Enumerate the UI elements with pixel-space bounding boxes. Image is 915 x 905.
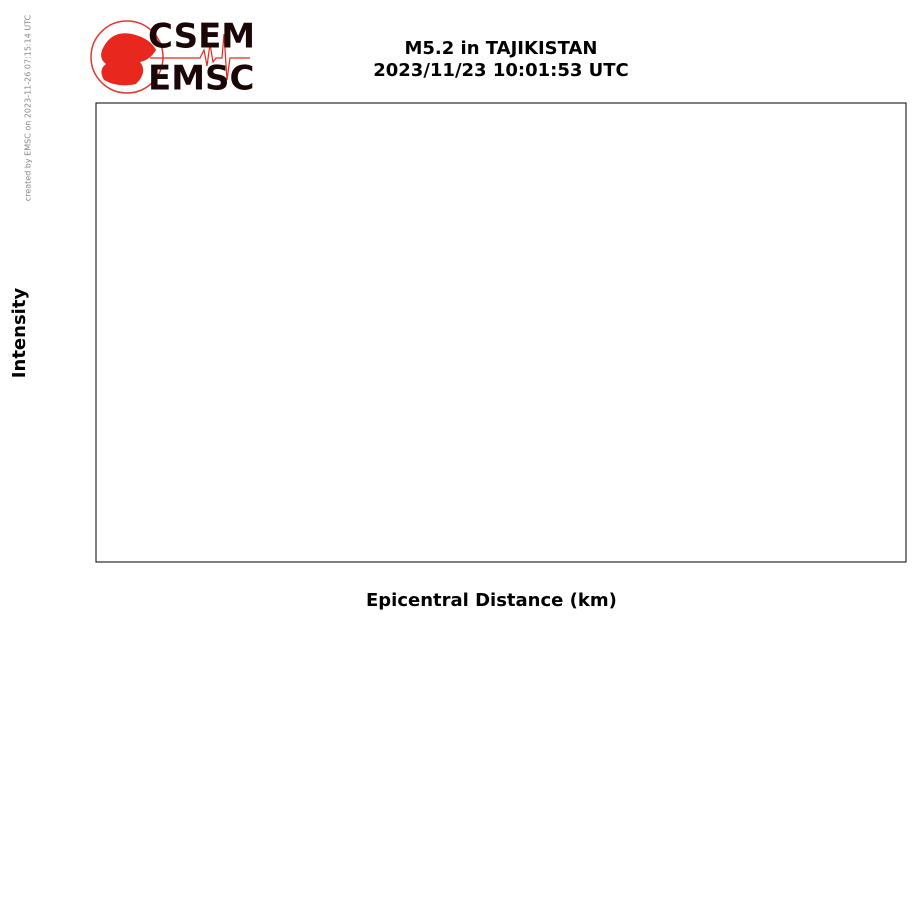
watermark: created by EMSC on 2023-11-26 07:15:14 U… [24, 14, 33, 201]
x-axis-label: Epicentral Distance (km) [366, 590, 617, 611]
plot-frame [95, 102, 907, 563]
logo: CSEM EMSC [90, 17, 255, 99]
chart-title: M5.2 in TAJIKISTAN [404, 38, 597, 59]
logo-top: CSEM [148, 17, 255, 57]
chart-subtitle: 2023/11/23 10:01:53 UTC [373, 60, 629, 81]
y-axis-label: Intensity [9, 288, 30, 379]
logo-bottom: EMSC [148, 59, 255, 99]
